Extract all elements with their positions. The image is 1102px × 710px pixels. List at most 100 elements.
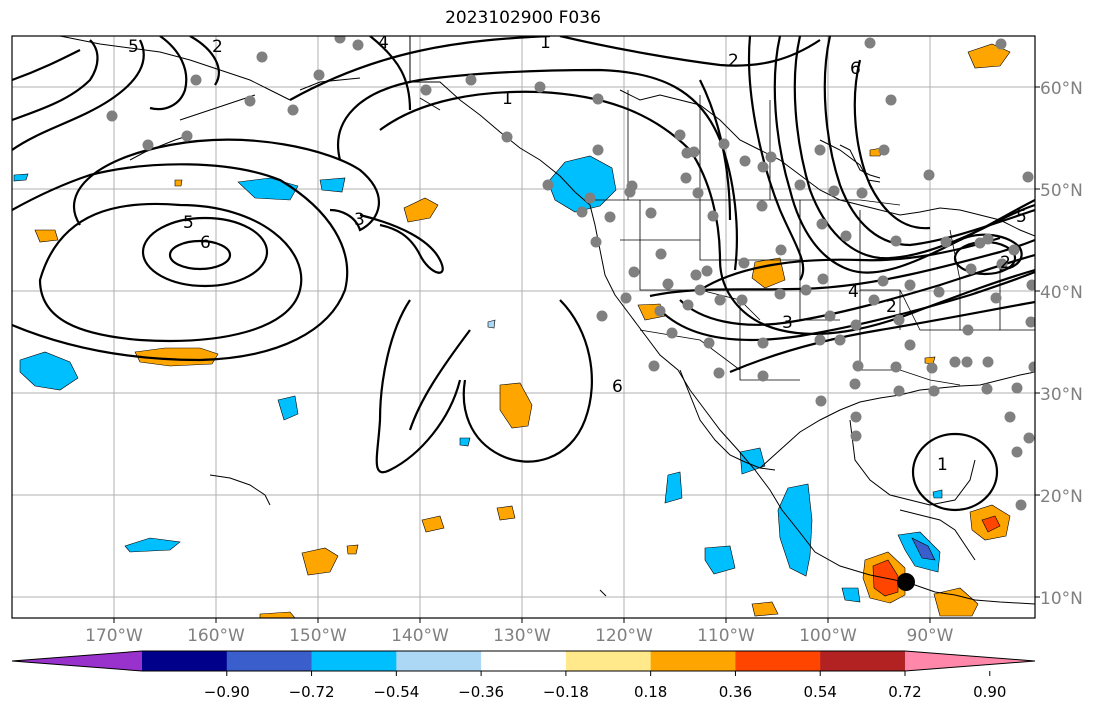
station-marker	[996, 258, 1008, 270]
station-marker	[814, 144, 826, 156]
station-marker	[542, 179, 554, 191]
colorbar-segment	[311, 651, 397, 671]
station-marker	[765, 151, 777, 163]
contour-label: 5	[183, 213, 194, 233]
storm-center-marker	[897, 573, 915, 591]
station-marker	[714, 294, 726, 306]
station-marker	[682, 299, 694, 311]
station-marker	[692, 187, 704, 199]
station-marker	[1022, 171, 1034, 183]
station-marker	[592, 93, 604, 105]
station-marker	[981, 383, 993, 395]
lat-label: 30°N	[1040, 385, 1083, 405]
colorbar-segment	[226, 651, 313, 671]
station-marker	[890, 361, 902, 373]
lat-label: 60°N	[1040, 79, 1083, 99]
station-marker	[840, 230, 852, 242]
station-marker	[106, 110, 118, 122]
station-marker	[1026, 279, 1035, 291]
colorbar-segment	[142, 651, 228, 671]
lon-label: 130°W	[493, 626, 551, 646]
station-marker	[1025, 316, 1035, 328]
colorbar-ticks: −0.90 −0.72 −0.54 −0.36 −0.18 0.18 0.36 0.54 0.7…	[204, 671, 1006, 701]
lat-label: 20°N	[1040, 487, 1083, 507]
station-marker	[590, 236, 602, 248]
colorbar-min-extend	[12, 651, 142, 671]
station-markers	[106, 36, 1035, 511]
station-marker	[680, 172, 692, 184]
station-marker	[814, 334, 826, 346]
station-marker	[713, 367, 725, 379]
station-marker	[584, 192, 596, 204]
colorbar-tick-label: −0.18	[543, 683, 589, 701]
lat-label: 10°N	[1040, 589, 1083, 609]
station-marker	[893, 314, 905, 326]
station-marker	[694, 284, 706, 296]
station-marker	[933, 286, 945, 298]
colorbar-tick-label: 0.90	[973, 683, 1006, 701]
colorbar-max-extend	[905, 651, 1035, 671]
station-marker	[928, 385, 940, 397]
station-marker	[620, 292, 632, 304]
station-marker	[982, 356, 994, 368]
station-marker	[850, 430, 862, 442]
contour-label: 6	[850, 59, 861, 79]
station-marker	[800, 284, 812, 296]
station-marker	[654, 305, 666, 317]
station-marker	[674, 129, 686, 141]
colorbar-outline	[11, 650, 1036, 672]
chart-title: 2023102900 F036	[445, 8, 601, 28]
station-marker	[965, 263, 977, 275]
anomaly-shading	[13, 43, 1011, 618]
colorbar-tick-label: 0.18	[634, 683, 667, 701]
colorbar-tick-label: 0.72	[888, 683, 921, 701]
station-marker	[592, 144, 604, 156]
station-marker	[666, 327, 678, 339]
station-marker	[923, 169, 935, 181]
station-marker	[648, 360, 660, 372]
map-background	[12, 36, 1035, 618]
contour-label: 2	[728, 51, 739, 71]
station-marker	[181, 130, 193, 142]
lon-label: 140°W	[391, 626, 449, 646]
lon-label: 160°W	[187, 626, 245, 646]
station-marker	[1011, 382, 1023, 394]
contour-label: 4	[378, 33, 389, 53]
station-marker	[1015, 499, 1027, 511]
contour-label: 2	[886, 297, 897, 317]
station-marker	[949, 356, 961, 368]
station-marker	[465, 74, 477, 86]
latitude-labels: 60°N 50°N 40°N 30°N 20°N 10°N	[1040, 79, 1083, 609]
station-marker	[1004, 411, 1016, 423]
station-marker	[877, 275, 889, 287]
station-marker	[849, 378, 861, 390]
station-marker	[890, 235, 902, 247]
contour-label: 1	[540, 33, 551, 53]
station-marker	[688, 146, 700, 158]
station-marker	[757, 337, 769, 349]
station-marker	[868, 294, 880, 306]
lat-label: 50°N	[1040, 181, 1083, 201]
contour-label: 5	[1016, 207, 1027, 227]
station-marker	[961, 356, 973, 368]
station-marker	[576, 206, 588, 218]
colorbar-segment	[396, 651, 482, 671]
station-marker	[885, 94, 897, 106]
station-marker	[1008, 244, 1020, 256]
map-frame	[11, 35, 1036, 619]
station-marker	[701, 265, 713, 277]
station-marker	[794, 179, 806, 191]
height-contours	[12, 36, 1035, 512]
colorbar-tick-label: −0.72	[289, 683, 335, 701]
station-marker	[334, 36, 346, 44]
station-marker	[501, 131, 513, 143]
axis-ticks	[113, 86, 1040, 623]
station-marker	[1011, 446, 1023, 458]
station-marker	[628, 266, 640, 278]
contour-labels: 5 6 3 1 2 6 5 4 2 3 1 6 5 2 4 1 2	[128, 33, 1027, 475]
lon-label: 170°W	[85, 626, 143, 646]
lon-label: 110°W	[697, 626, 755, 646]
colorbar-segment	[735, 651, 821, 671]
station-marker	[852, 360, 864, 372]
colorbar	[11, 650, 1036, 672]
